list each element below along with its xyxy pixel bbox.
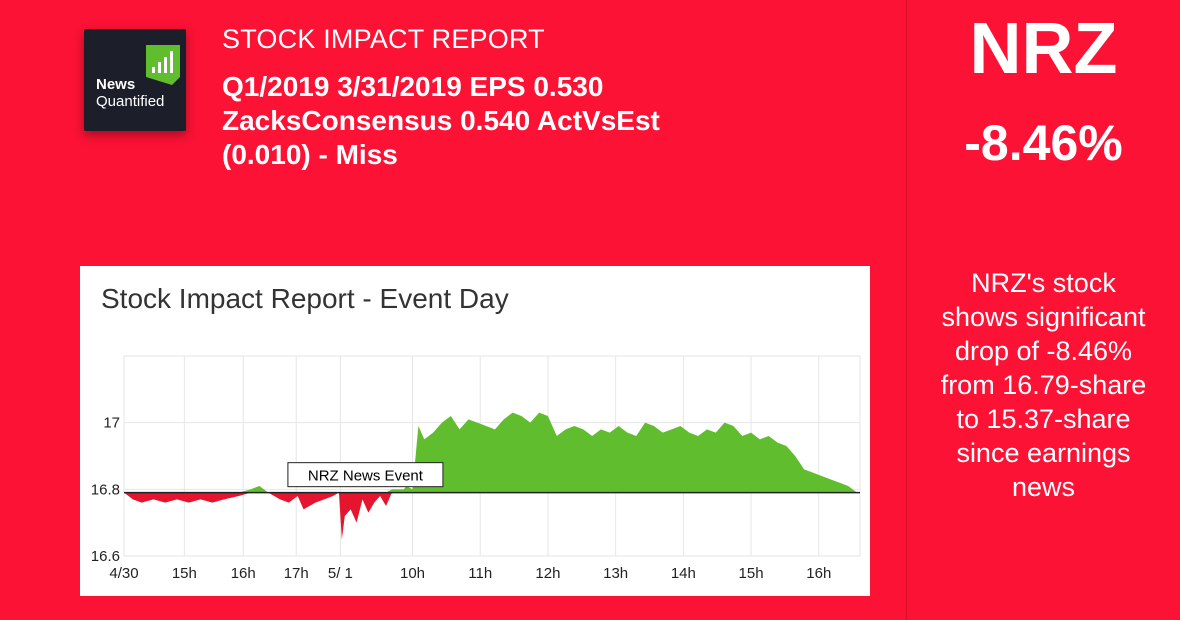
price-change: -8.46% [964,115,1123,171]
summary-line: since earnings [956,438,1131,468]
headline-line2: ZacksConsensus 0.540 ActVsEst [222,105,660,136]
x-tick-label: 4/30 [109,565,138,582]
summary-line: NRZ's stock [971,268,1116,298]
x-tick-label: 17h [284,565,309,582]
stock-chart: 16.6 16.8 17 4/30 15h 16h 17h 5/ 1 10h 11h 12h 13h 1… [91,355,861,582]
x-tick-label: 10h [400,565,425,582]
ticker-symbol: NRZ [969,9,1118,89]
y-tick-label: 16.8 [91,481,120,498]
logo-line2: Quantified [96,93,165,110]
earnings-headline: Q1/2019 3/31/2019 EPS 0.530 ZacksConsens… [222,70,782,172]
x-tick-label: 11h [468,565,492,582]
chart-panel: Stock Impact Report - Event Day 16.6 16.8… [80,266,870,596]
report-label: STOCK IMPACT REPORT [222,24,545,54]
bar-chart-icon [146,45,180,85]
logo-line1: News [96,76,136,93]
panel-divider [906,0,907,620]
price-drop-area [124,492,858,540]
x-tick-label: 15h [172,565,197,582]
summary-line: drop of -8.46% [954,336,1133,366]
annotation-box [287,462,444,488]
x-tick-label: 5/ 1 [328,565,353,582]
annotation-label: NRZ News Event [308,468,424,485]
impact-summary: NRZ's stock shows significant drop of -8.4… [920,266,1167,504]
summary-line: news [1011,472,1076,502]
x-tick-label: 12h [535,565,560,582]
x-tick-label: 14h [671,565,696,582]
headline-line1: Q1/2019 3/31/2019 EPS 0.530 [222,71,604,102]
x-tick-label: 16h [231,565,256,582]
x-tick-label: 13h [603,565,628,582]
summary-line: to 15.37-share [956,404,1131,434]
chart-title: Stock Impact Report - Event Day [101,283,509,314]
x-tick-label: 15h [739,565,764,582]
y-tick-label: 16.6 [91,548,120,565]
y-tick-label: 17 [103,415,120,432]
price-gain-area [124,412,858,493]
summary-line: shows significant [941,302,1146,332]
x-tick-label: 16h [806,565,831,582]
news-quantified-logo: News Quantified [84,29,186,131]
summary-line: from 16.79-share [940,370,1147,400]
headline-line3: (0.010) - Miss [222,139,398,170]
